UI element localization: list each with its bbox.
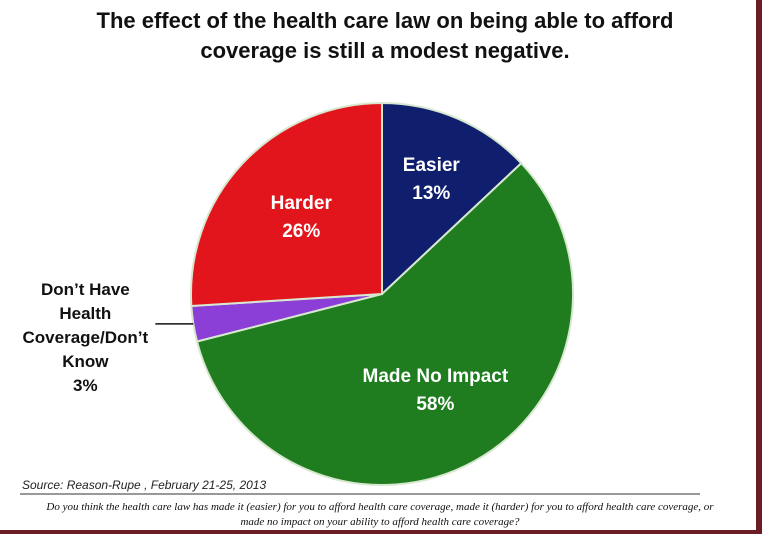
chart xyxy=(20,101,700,495)
slice-label: Don’t Have Health Coverage/Don’t Know 3% xyxy=(15,278,155,398)
chart-title: The effect of the health care law on bei… xyxy=(96,8,674,63)
category-label: Easier xyxy=(402,155,460,177)
slice-label: Harder 26% xyxy=(271,190,332,246)
value-label: 26% xyxy=(282,221,321,243)
category-label: Made No Impact xyxy=(362,366,509,388)
question-note: Do you think the health care law has mad… xyxy=(46,501,714,528)
category-label: Don’t Have Health Coverage/Don’t Know xyxy=(22,279,149,371)
value-label: 58% xyxy=(416,394,455,416)
slice-label: Easier 13% xyxy=(403,152,460,208)
source: Source: Reason-Rupe , February 21-25, 20… xyxy=(22,478,267,492)
pie-slice xyxy=(381,101,523,297)
slice-label: Made No Impact 58% xyxy=(363,363,509,419)
pie-slice xyxy=(190,101,383,308)
value-label: 13% xyxy=(412,183,451,205)
pie-slice xyxy=(195,161,574,486)
value-label: 3% xyxy=(73,375,98,395)
category-label: Harder xyxy=(270,193,332,215)
